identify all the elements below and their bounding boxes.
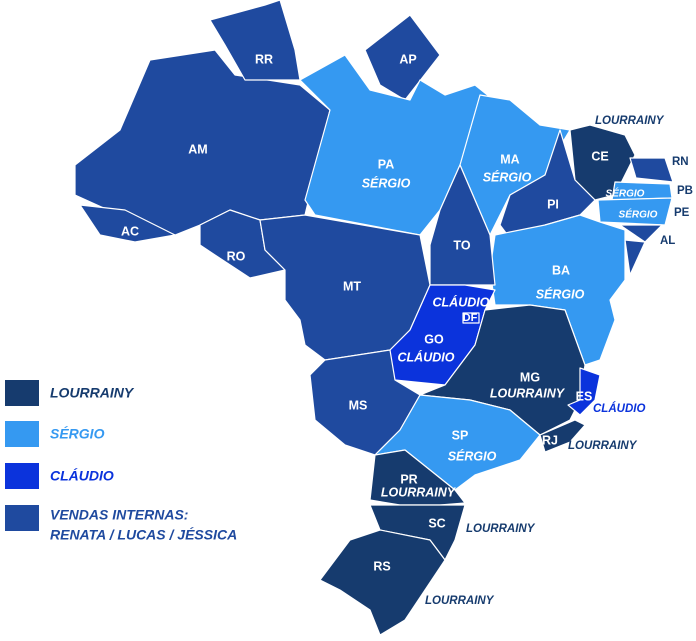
state-label: SP	[452, 428, 469, 442]
legend-label: CLÁUDIO	[50, 468, 114, 484]
state-label: SE	[638, 262, 655, 276]
state-label: ES	[576, 389, 593, 403]
labels: RR AP AM PA SÉRGIO MA SÉRGIO LOURRAINY C…	[121, 52, 693, 607]
rep-label: LOURRAINY	[490, 386, 566, 400]
state-ac	[79, 204, 176, 243]
rep-label: SÉRGIO	[448, 448, 497, 463]
state-se	[624, 239, 646, 276]
state-label: AP	[399, 52, 416, 66]
state-label: MG	[520, 370, 540, 384]
state-pr	[369, 449, 466, 506]
state-sp	[374, 394, 541, 491]
state-label: RO	[227, 249, 246, 263]
legend-swatch	[5, 505, 39, 531]
legend-swatch	[5, 380, 39, 406]
state-label: AL	[660, 235, 675, 247]
state-al	[619, 224, 663, 243]
state-label: DF	[463, 312, 478, 324]
state-pe	[597, 197, 673, 226]
rep-label: CLÁUDIO	[593, 402, 645, 415]
state-label: RN	[672, 156, 689, 168]
state-label: PE	[674, 207, 690, 219]
state-label: BA	[552, 263, 570, 277]
legend: LOURRAINY SÉRGIO CLÁUDIO VENDAS INTERNAS…	[5, 380, 237, 543]
state-label: TO	[453, 238, 470, 252]
legend-label: SÉRGIO	[50, 426, 105, 442]
rep-label: LOURRAINY	[595, 115, 665, 127]
rep-label: SÉRGIO	[536, 286, 585, 301]
rep-label: SÉRGIO	[619, 208, 658, 221]
state-label: PR	[400, 472, 417, 486]
state-ap	[364, 14, 441, 101]
legend-label: LOURRAINY	[50, 385, 135, 401]
state-rr	[209, 0, 301, 81]
state-label: AC	[121, 224, 139, 238]
state-label: PA	[378, 157, 394, 171]
state-rs	[319, 529, 446, 636]
state-label: AM	[188, 142, 207, 156]
legend-label: RENATA / LUCAS / JÉSSICA	[50, 527, 237, 543]
legend-swatch	[5, 463, 39, 489]
state-label: RS	[373, 559, 390, 573]
rep-label: CLÁUDIO	[433, 294, 490, 309]
state-rn	[629, 157, 674, 183]
state-es	[567, 367, 601, 416]
state-rj	[539, 419, 586, 453]
rep-label: LOURRAINY	[466, 523, 536, 535]
state-label: MA	[500, 152, 519, 166]
rep-label: LOURRAINY	[568, 440, 638, 452]
state-label: PI	[547, 197, 559, 211]
state-label: SC	[428, 516, 445, 530]
rep-label: SÉRGIO	[606, 187, 645, 200]
rep-label: SÉRGIO	[362, 175, 411, 190]
state-label: MT	[343, 279, 361, 293]
rep-label: SÉRGIO	[483, 169, 532, 184]
rep-label: CLÁUDIO	[398, 349, 455, 364]
state-label: RJ	[542, 433, 558, 447]
legend-swatch	[5, 421, 39, 447]
state-label: PB	[677, 185, 693, 197]
state-label: MS	[349, 398, 368, 412]
legend-label: VENDAS INTERNAS:	[50, 507, 188, 523]
rep-label: LOURRAINY	[425, 595, 495, 607]
state-label: GO	[424, 332, 444, 346]
rep-label: LOURRAINY	[381, 485, 457, 499]
state-df	[462, 312, 480, 324]
states	[74, 0, 674, 636]
state-ba	[489, 214, 626, 366]
state-label: RR	[255, 52, 273, 66]
state-label: CE	[591, 149, 608, 163]
